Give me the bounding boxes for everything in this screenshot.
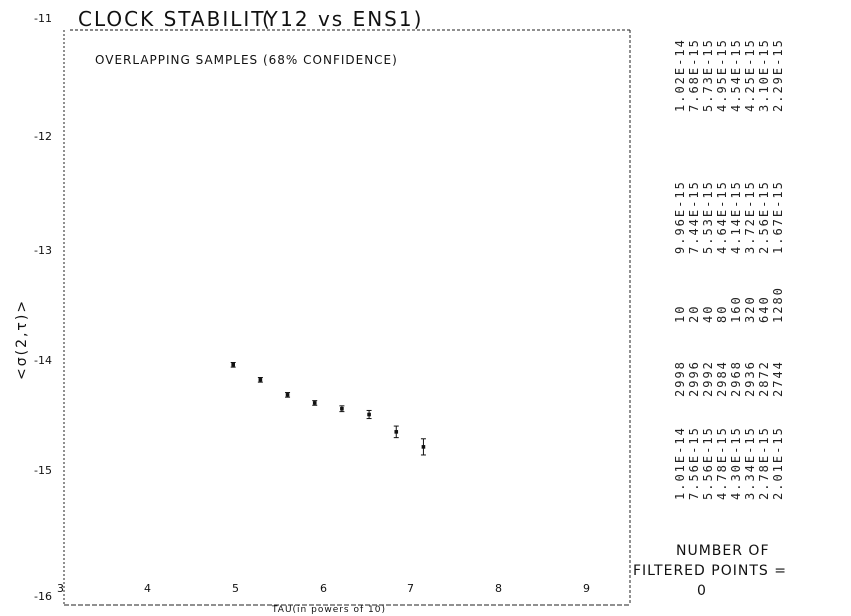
point-marker: [340, 406, 344, 411]
filtered-points-label-2: FILTERED POINTS =: [633, 563, 787, 579]
point-marker: [312, 401, 317, 405]
table-cell-col2: 2992: [701, 360, 715, 397]
table-cell-col3: 320: [743, 295, 757, 323]
chart-title-suffix: ( 12 vs ENS1): [262, 7, 423, 31]
y-axis-label: <σ(2,τ)>: [14, 299, 30, 380]
table-cell-col2: 2968: [729, 360, 743, 397]
table-cell-col3: 640: [757, 295, 771, 323]
data-point: [366, 409, 372, 420]
table-cell-col3: 160: [729, 295, 743, 323]
table-cell-col5: 1.02E-14: [673, 38, 687, 112]
chart-title: CLOCK STABILITY: [78, 7, 280, 31]
x-axis: 3 4 5 6 7 8 9: [57, 582, 590, 595]
table-cell-col2: 2996: [687, 360, 701, 397]
results-table: 1.01E-14 7.56E-15 5.56E-15 4.78E-15 4.30E-15…: [673, 38, 785, 500]
table-cell-col3: 80: [715, 305, 729, 323]
data-point: [285, 392, 291, 398]
table-cell-col4: 4.14E-15: [729, 180, 743, 254]
table-cell-col3: 40: [701, 305, 715, 323]
table-cell-col1: 5.56E-15: [701, 426, 715, 500]
table-cell-col1: 7.56E-15: [687, 426, 701, 500]
x-axis-label: TAU(in powers of 10): [271, 605, 386, 615]
data-point: [230, 361, 236, 368]
y-tick-label: -11: [34, 12, 52, 25]
table-cell-col5: 4.54E-15: [729, 38, 743, 112]
table-cell-col5: 3.10E-15: [757, 38, 771, 112]
point-marker: [394, 430, 399, 434]
table-cell-col4: 5.53E-15: [701, 180, 715, 254]
x-tick-label: 4: [144, 582, 151, 595]
table-cell-col1: 4.78E-15: [715, 426, 729, 500]
x-tick-label: 9: [583, 582, 590, 595]
filtered-points-value: 0: [697, 583, 707, 599]
data-point: [257, 377, 263, 383]
table-cell-col5: 2.29E-15: [771, 38, 785, 112]
table-cell-col5: 4.25E-15: [743, 38, 757, 112]
table-cell-col5: 4.95E-15: [715, 38, 729, 112]
x-tick-label: 3: [57, 582, 64, 595]
point-marker: [421, 445, 426, 449]
table-cell-col4: 9.96E-15: [673, 180, 687, 254]
y-tick-label: -15: [34, 464, 52, 477]
table-cell-col3: 10: [673, 305, 687, 323]
y-tick-label: -16: [34, 590, 52, 603]
point-marker: [258, 378, 263, 382]
x-tick-label: 5: [232, 582, 239, 595]
table-cell-col1: 3.34E-15: [743, 426, 757, 500]
data-point: [339, 405, 345, 413]
chart-subtitle: OVERLAPPING SAMPLES (68% CONFIDENCE): [95, 53, 398, 67]
x-tick-label: 7: [407, 582, 414, 595]
table-cell-col2: 2744: [771, 360, 785, 397]
table-cell-col1: 2.01E-15: [771, 426, 785, 500]
y-tick-label: -14: [34, 354, 52, 367]
table-cell-col2: 2998: [673, 360, 687, 397]
table-cell-col4: 2.56E-15: [757, 180, 771, 254]
table-cell-col3: 20: [687, 305, 701, 323]
table-cell-col4: 3.72E-15: [743, 180, 757, 254]
table-cell-col4: 1.67E-15: [771, 180, 785, 254]
table-cell-col1: 1.01E-14: [673, 426, 687, 500]
y-tick-label: -13: [34, 244, 52, 257]
table-cell-col4: 4.64E-15: [715, 180, 729, 254]
x-tick-label: 8: [495, 582, 502, 595]
point-marker: [367, 412, 371, 417]
table-cell-col4: 7.44E-15: [687, 180, 701, 254]
table-cell-col2: 2984: [715, 360, 729, 397]
filtered-points-label-1: NUMBER OF: [676, 543, 770, 559]
data-point: [312, 400, 318, 406]
y-axis: -11 -12 -13 -14 -15 -16: [34, 12, 52, 603]
data-point: [420, 438, 426, 456]
plot-frame: [63, 29, 631, 606]
table-cell-col1: 2.78E-15: [757, 426, 771, 500]
table-cell-col3: 1280: [771, 286, 785, 323]
table-cell-col2: 2872: [757, 360, 771, 397]
data-point: [393, 425, 399, 439]
table-cell-col5: 5.73E-15: [701, 38, 715, 112]
table-cell-col5: 7.68E-15: [687, 38, 701, 112]
x-tick-label: 6: [320, 582, 327, 595]
table-cell-col2: 2936: [743, 360, 757, 397]
data-points: [230, 361, 426, 456]
point-marker: [285, 393, 290, 397]
table-cell-col1: 4.30E-15: [729, 426, 743, 500]
y-tick-label: -12: [34, 130, 52, 143]
point-marker: [231, 363, 235, 367]
